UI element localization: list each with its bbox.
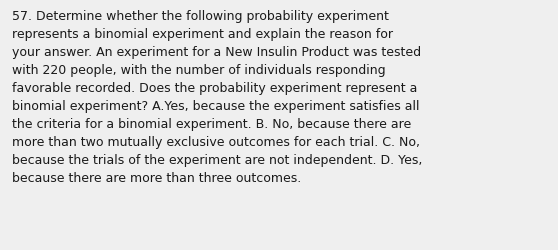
Text: 57. Determine whether the following probability experiment
represents a binomial: 57. Determine whether the following prob… [12,10,422,184]
